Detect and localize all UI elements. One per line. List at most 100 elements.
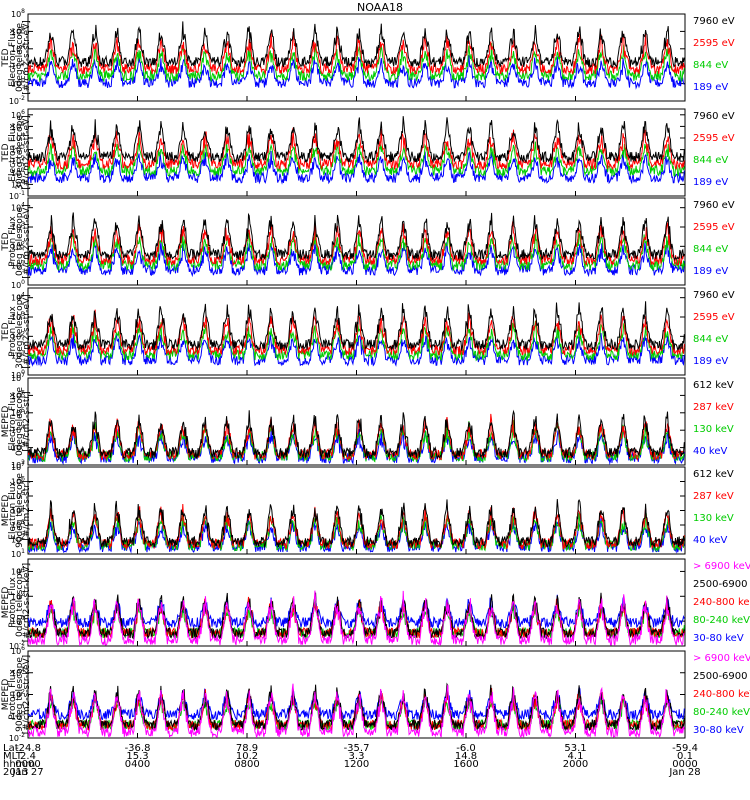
- x-axis-mlt-value: 3.3: [349, 751, 365, 762]
- y-tick-label: 10-1: [9, 190, 25, 201]
- y-tick-label: 102: [11, 590, 25, 601]
- y-tick-label: 104: [11, 132, 25, 143]
- legend-entry: 130 keV: [693, 424, 734, 435]
- series-trace: [28, 320, 685, 362]
- series-trace: [28, 221, 685, 267]
- x-axis-row-label: hhmm: [3, 759, 35, 770]
- y-tick-label: 102: [11, 60, 25, 71]
- y-tick-label: 105: [11, 407, 25, 418]
- x-axis-lat-value: -35.7: [344, 743, 370, 754]
- y-tick-exponent: 1: [21, 548, 25, 555]
- legend-entry: 844 eV: [693, 155, 728, 166]
- x-axis-lat-value: -6.0: [456, 743, 476, 754]
- y-tick-label: 100: [11, 279, 25, 290]
- x-axis-row-label: Lat: [3, 743, 19, 754]
- y-tick-exponent: 2: [21, 60, 25, 67]
- x-axis-row-label: 2013: [3, 767, 28, 778]
- legend-entry: 130 keV: [693, 513, 734, 524]
- y-tick-label: 102: [11, 240, 25, 251]
- y-tick-label: 10-2: [9, 640, 25, 651]
- y-axis-label-line: [#/cm2-s-str]: [22, 391, 32, 451]
- y-tick-label: 106: [11, 25, 25, 36]
- y-axis-label-line: Electron Flux: [8, 123, 18, 182]
- legend-entry: 40 keV: [693, 535, 727, 546]
- y-axis-label-line: TED: [1, 322, 11, 341]
- y-axis-label-line: Electron Flux: [8, 392, 18, 451]
- x-axis-lat-value: 53.1: [564, 743, 586, 754]
- y-tick-exponent: 0: [21, 369, 25, 376]
- y-axis-label-line: MEPED: [1, 587, 11, 619]
- legend-entry: 189 eV: [693, 266, 728, 277]
- y-axis-label-line: 0deg telescope: [15, 568, 25, 638]
- y-axis-label-line: [#/cm2-s-str-eV]: [22, 20, 32, 95]
- series-trace: [28, 212, 685, 262]
- y-tick-label: 104: [11, 505, 25, 516]
- y-tick-exponent: 1: [21, 167, 25, 174]
- y-tick-label: 103: [11, 442, 25, 453]
- y-axis-label-line: TED: [1, 143, 11, 162]
- y-tick-exponent: 2: [21, 534, 25, 541]
- series-trace: [28, 409, 685, 460]
- y-axis-label-line: [#/cm2-s-str-eV]: [22, 204, 32, 279]
- panel-frame: [27, 108, 686, 197]
- y-tick-exponent: 4: [21, 202, 25, 209]
- plot-area: [28, 499, 685, 554]
- series-trace: [28, 127, 685, 171]
- series-trace: [28, 137, 685, 178]
- x-axis-hhmm-value: 2000: [563, 759, 588, 770]
- y-tick-label: 103: [11, 311, 25, 322]
- y-tick-exponent: 5: [21, 120, 25, 127]
- y-tick-label: 104: [11, 424, 25, 435]
- y-tick-exponent: -1: [19, 190, 25, 197]
- y-tick-label: 100: [11, 369, 25, 380]
- y-tick-label: 100: [11, 178, 25, 189]
- y-tick-exponent: -2: [19, 732, 25, 739]
- y-axis-label-line: 0deg telescope: [15, 207, 25, 277]
- legend-entry: 7960 eV: [693, 16, 735, 27]
- y-axis-label-line: 30deg telescope: [15, 294, 25, 369]
- y-axis-label-line: [#/cm2-s-str-eV]: [22, 294, 32, 369]
- y-tick-label: 103: [11, 519, 25, 530]
- y-axis-label-line: [#/cm2-s-str-keV]: [22, 563, 32, 642]
- legend-entry: 612 keV: [693, 380, 734, 391]
- legend-entry: 7960 eV: [693, 200, 735, 211]
- y-axis-label-line: 0deg telescope: [15, 23, 25, 93]
- series-trace: [28, 239, 685, 278]
- y-tick-exponent: 4: [21, 424, 25, 431]
- y-tick-exponent: 6: [21, 109, 25, 116]
- y-tick-exponent: 0: [21, 178, 25, 185]
- y-tick-exponent: 3: [21, 519, 25, 526]
- legend-entry: 7960 eV: [693, 290, 735, 301]
- y-tick-exponent: -2: [19, 640, 25, 647]
- legend-entry: > 6900 keV: [693, 561, 750, 572]
- y-tick-label: 104: [11, 565, 25, 576]
- x-axis-lat-value: -59.4: [672, 743, 698, 754]
- legend-entry: 844 eV: [693, 334, 728, 345]
- y-tick-exponent: 0: [21, 615, 25, 622]
- y-tick-exponent: 3: [21, 442, 25, 449]
- y-tick-exponent: 3: [21, 144, 25, 151]
- y-tick-label: 107: [11, 372, 25, 383]
- plot-area: [28, 682, 685, 738]
- y-tick-label: 102: [11, 689, 25, 700]
- y-tick-exponent: 2: [21, 689, 25, 696]
- y-tick-exponent: 0: [21, 279, 25, 286]
- y-axis-label-line: Electron Flux: [8, 28, 18, 87]
- y-tick-label: 104: [11, 43, 25, 54]
- y-tick-exponent: 6: [21, 645, 25, 652]
- legend-entry: 844 eV: [693, 244, 728, 255]
- y-tick-exponent: 6: [21, 25, 25, 32]
- legend-entry: 2500-6900: [693, 671, 748, 682]
- x-axis-mlt-value: 14.8: [455, 751, 477, 762]
- series-trace: [28, 21, 685, 69]
- y-tick-label: 102: [11, 155, 25, 166]
- y-tick-label: 103: [11, 144, 25, 155]
